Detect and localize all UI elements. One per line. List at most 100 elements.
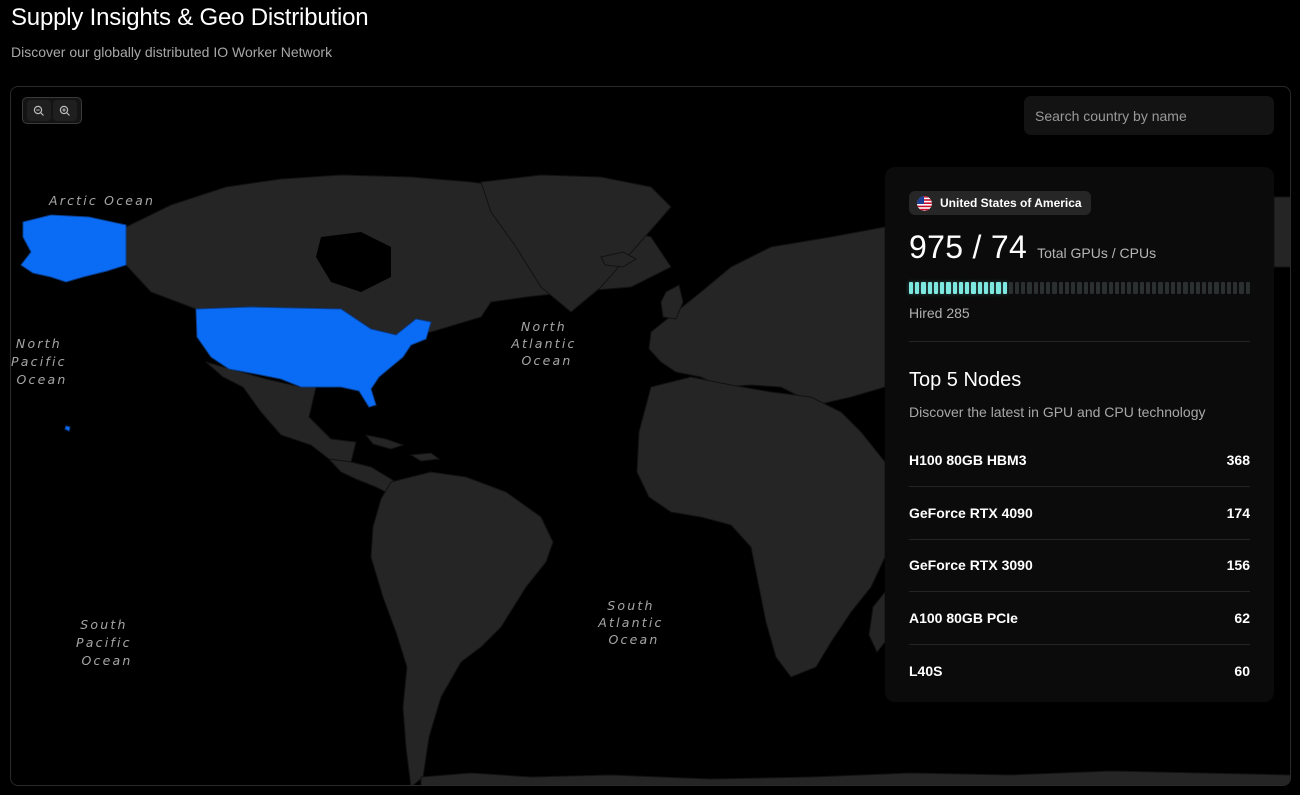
node-count: 174	[1226, 504, 1250, 521]
progress-segment	[990, 281, 995, 294]
node-row: GeForce RTX 3090 156	[909, 540, 1250, 592]
node-name: GeForce RTX 3090	[909, 557, 1033, 574]
country-search-input[interactable]	[1024, 96, 1274, 135]
progress-segment	[1058, 281, 1063, 294]
progress-segment	[1170, 281, 1176, 294]
zoom-out-icon	[33, 105, 44, 116]
progress-segment	[1214, 281, 1219, 294]
country-usa[interactable]	[195, 306, 432, 408]
progress-segment	[1052, 281, 1057, 294]
hired-progress-bar	[909, 281, 1250, 294]
progress-segment	[1083, 281, 1088, 294]
progress-segment	[1114, 281, 1119, 294]
node-name: A100 80GB PCIe	[909, 609, 1018, 626]
progress-segment	[996, 281, 1001, 294]
map-canvas[interactable]: Arctic Ocean North Pacific Ocean North A…	[11, 87, 1291, 786]
total-gpus-cpus-label: Total GPUs / CPUs	[1037, 244, 1157, 261]
total-gpus-cpus-value: 975 / 74	[909, 228, 1028, 265]
zoom-out-button[interactable]	[27, 100, 51, 121]
progress-segment	[1071, 281, 1076, 294]
progress-segment	[971, 281, 976, 294]
stats-row: 975 / 74 Total GPUs / CPUs	[909, 229, 1250, 266]
ocean-label-south-pacific: South Pacific Ocean	[76, 617, 138, 668]
node-count: 62	[1234, 609, 1250, 626]
node-count: 60	[1234, 662, 1250, 679]
top-nodes-subtitle: Discover the latest in GPU and CPU techn…	[909, 403, 1206, 420]
country-usa-hawaii[interactable]	[64, 425, 71, 432]
region-europe[interactable]	[648, 226, 886, 406]
progress-segment	[1127, 281, 1132, 294]
progress-segment	[909, 281, 914, 294]
country-united-kingdom[interactable]	[660, 284, 684, 320]
node-count: 368	[1226, 452, 1250, 469]
progress-segment	[1239, 281, 1244, 294]
progress-segment	[1089, 281, 1095, 294]
progress-segment	[1120, 281, 1126, 294]
country-usa-alaska[interactable]	[20, 214, 127, 283]
progress-segment	[1226, 281, 1232, 294]
region-south-america[interactable]	[370, 471, 554, 786]
node-row: L40S 60	[909, 645, 1250, 698]
hired-count: Hired 285	[909, 304, 970, 321]
node-row: H100 80GB HBM3 368	[909, 435, 1250, 487]
progress-segment	[1002, 281, 1007, 294]
country-name: United States of America	[940, 196, 1082, 210]
progress-segment	[958, 281, 964, 294]
progress-segment	[1145, 281, 1151, 294]
country-madagascar[interactable]	[868, 590, 886, 653]
node-row: GeForce RTX 4090 174	[909, 487, 1250, 540]
progress-segment	[1245, 281, 1250, 294]
region-caribbean[interactable]	[364, 434, 441, 462]
zoom-in-button[interactable]	[53, 100, 77, 121]
progress-segment	[1195, 281, 1201, 294]
ocean-label-north-atlantic: North Atlantic Ocean	[510, 319, 583, 368]
us-flag-icon	[917, 195, 932, 211]
divider	[909, 340, 1250, 342]
node-name: H100 80GB HBM3	[909, 452, 1027, 469]
zoom-controls	[22, 97, 82, 124]
world-map[interactable]: Arctic Ocean North Pacific Ocean North A…	[10, 86, 1291, 786]
progress-segment	[1108, 281, 1113, 294]
progress-segment	[1027, 281, 1032, 294]
progress-segment	[1152, 281, 1157, 294]
progress-segment	[983, 281, 989, 294]
ocean-label-north-pacific: North Pacific Ocean	[11, 336, 73, 387]
progress-segment	[1202, 281, 1207, 294]
progress-segment	[952, 281, 957, 294]
progress-segment	[915, 281, 920, 294]
node-count: 156	[1226, 557, 1250, 574]
progress-segment	[921, 281, 926, 294]
progress-segment	[1158, 281, 1163, 294]
progress-segment	[1177, 281, 1182, 294]
progress-segment	[1046, 281, 1051, 294]
progress-segment	[1183, 281, 1188, 294]
progress-segment	[946, 281, 951, 294]
progress-segment	[1033, 281, 1038, 294]
progress-segment	[1077, 281, 1082, 294]
region-asia[interactable]	[1273, 196, 1291, 268]
progress-segment	[965, 281, 970, 294]
progress-segment	[1233, 281, 1238, 294]
progress-segment	[1133, 281, 1138, 294]
progress-segment	[1189, 281, 1194, 294]
node-name: L40S	[909, 662, 943, 679]
country-iceland[interactable]	[600, 251, 638, 268]
page-subtitle: Discover our globally distributed IO Wor…	[11, 44, 333, 60]
node-row: A100 80GB PCIe 62	[909, 592, 1250, 645]
page-title: Supply Insights & Geo Distribution	[11, 4, 369, 31]
ocean-label-south-atlantic: South Atlantic Ocean	[597, 598, 670, 647]
node-list: H100 80GB HBM3 368 GeForce RTX 4090 174 …	[909, 435, 1250, 698]
region-antarctica[interactable]	[420, 770, 1291, 786]
progress-segment	[1096, 281, 1101, 294]
region-africa[interactable]	[636, 376, 886, 678]
country-badge: United States of America	[909, 191, 1091, 215]
node-name: GeForce RTX 4090	[909, 504, 1033, 521]
progress-segment	[933, 281, 939, 294]
country-info-card: United States of America 975 / 74 Total …	[885, 167, 1274, 702]
progress-segment	[1220, 281, 1225, 294]
top-nodes-title: Top 5 Nodes	[909, 368, 1022, 391]
progress-segment	[1064, 281, 1070, 294]
progress-segment	[1208, 281, 1213, 294]
zoom-in-icon	[59, 105, 70, 116]
progress-segment	[1039, 281, 1045, 294]
